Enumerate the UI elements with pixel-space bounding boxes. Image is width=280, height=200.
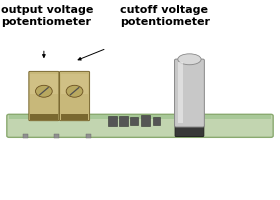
Bar — [141, 115, 150, 126]
Bar — [30, 74, 58, 94]
Bar — [54, 134, 59, 138]
Bar — [86, 134, 91, 138]
Bar — [60, 74, 88, 94]
FancyBboxPatch shape — [7, 114, 273, 137]
Bar — [119, 116, 128, 126]
Bar — [108, 116, 117, 126]
FancyBboxPatch shape — [174, 59, 204, 127]
FancyBboxPatch shape — [59, 71, 90, 121]
Text: output voltage
potentiometer: output voltage potentiometer — [1, 5, 93, 27]
Bar — [23, 134, 28, 138]
Text: cutoff voltage
potentiometer: cutoff voltage potentiometer — [120, 5, 211, 27]
Bar — [153, 117, 160, 125]
Bar — [130, 117, 138, 125]
Bar — [30, 114, 58, 120]
FancyBboxPatch shape — [29, 71, 59, 121]
Bar — [60, 114, 88, 120]
Ellipse shape — [178, 54, 201, 65]
FancyBboxPatch shape — [175, 124, 204, 137]
Circle shape — [66, 85, 83, 97]
Bar — [178, 62, 183, 123]
Circle shape — [36, 85, 52, 97]
Bar — [9, 115, 271, 119]
